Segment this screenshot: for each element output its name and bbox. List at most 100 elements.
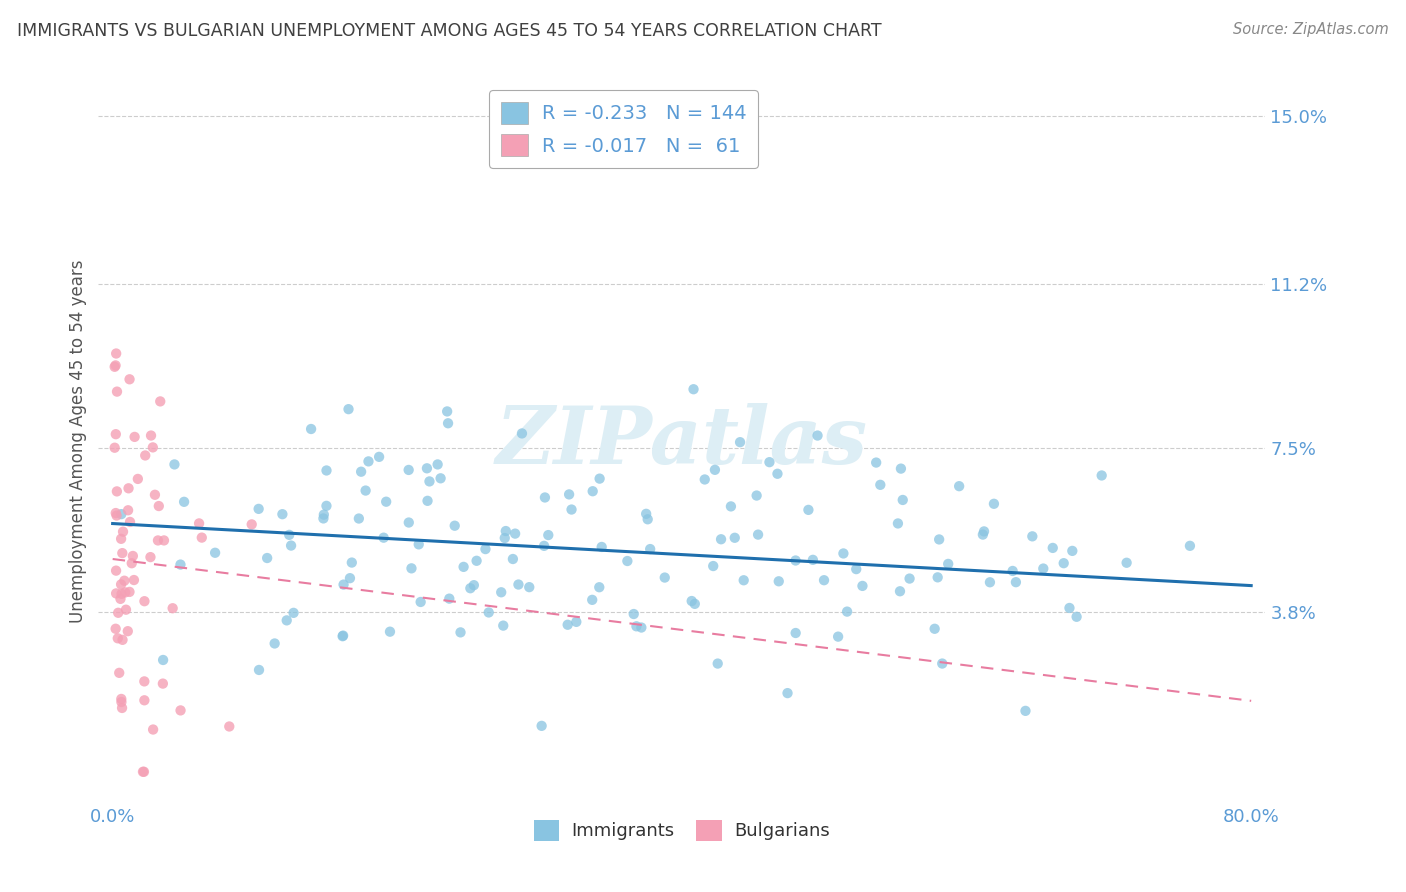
Point bbox=[280, 539, 302, 553]
Point bbox=[368, 450, 391, 464]
Point bbox=[105, 346, 128, 360]
Point bbox=[887, 516, 910, 531]
Point bbox=[347, 511, 370, 525]
Point bbox=[108, 665, 131, 680]
Point bbox=[283, 606, 305, 620]
Point bbox=[110, 577, 132, 591]
Point bbox=[1062, 544, 1084, 558]
Point bbox=[1059, 601, 1081, 615]
Point bbox=[948, 479, 970, 493]
Point bbox=[278, 528, 301, 542]
Point bbox=[143, 488, 166, 502]
Point bbox=[530, 719, 553, 733]
Point bbox=[354, 483, 377, 498]
Point bbox=[429, 471, 451, 485]
Point bbox=[437, 417, 460, 431]
Point bbox=[898, 572, 921, 586]
Point bbox=[111, 546, 134, 560]
Point bbox=[702, 559, 724, 574]
Text: Source: ZipAtlas.com: Source: ZipAtlas.com bbox=[1233, 22, 1389, 37]
Point bbox=[710, 533, 733, 547]
Point bbox=[503, 526, 526, 541]
Point bbox=[107, 606, 129, 620]
Point bbox=[139, 428, 162, 442]
Point bbox=[927, 570, 949, 584]
Point bbox=[114, 585, 136, 599]
Point bbox=[924, 622, 946, 636]
Point bbox=[706, 657, 728, 671]
Point bbox=[312, 508, 335, 522]
Point bbox=[148, 499, 170, 513]
Point bbox=[110, 532, 132, 546]
Point bbox=[337, 402, 360, 417]
Point bbox=[426, 458, 449, 472]
Point bbox=[332, 629, 354, 643]
Point bbox=[340, 556, 363, 570]
Point bbox=[118, 585, 141, 599]
Point bbox=[111, 701, 134, 715]
Point bbox=[105, 586, 128, 600]
Point bbox=[973, 524, 995, 539]
Point bbox=[972, 527, 994, 541]
Point bbox=[375, 494, 398, 508]
Point bbox=[616, 554, 638, 568]
Point bbox=[134, 594, 156, 608]
Point bbox=[436, 404, 458, 418]
Point bbox=[263, 636, 285, 650]
Point bbox=[682, 382, 704, 396]
Point bbox=[118, 515, 141, 529]
Point bbox=[416, 461, 439, 475]
Point bbox=[105, 484, 128, 499]
Point bbox=[247, 501, 270, 516]
Point bbox=[979, 575, 1001, 590]
Point bbox=[1001, 564, 1024, 578]
Point bbox=[111, 632, 134, 647]
Point bbox=[724, 531, 747, 545]
Point bbox=[845, 562, 868, 576]
Point bbox=[1005, 575, 1028, 590]
Point bbox=[134, 449, 156, 463]
Point bbox=[931, 657, 953, 671]
Point bbox=[312, 511, 335, 525]
Point bbox=[630, 621, 652, 635]
Point bbox=[450, 625, 472, 640]
Point bbox=[478, 606, 501, 620]
Point bbox=[565, 615, 588, 629]
Point bbox=[418, 475, 440, 489]
Point bbox=[146, 533, 169, 548]
Point bbox=[797, 503, 820, 517]
Point bbox=[776, 686, 799, 700]
Point bbox=[851, 579, 873, 593]
Point bbox=[1091, 468, 1114, 483]
Point bbox=[489, 585, 512, 599]
Point bbox=[132, 764, 155, 779]
Point bbox=[169, 703, 191, 717]
Point bbox=[1066, 609, 1088, 624]
Point bbox=[492, 618, 515, 632]
Point bbox=[654, 570, 676, 584]
Point bbox=[827, 630, 849, 644]
Point bbox=[581, 592, 603, 607]
Point bbox=[132, 764, 155, 779]
Point bbox=[104, 441, 127, 455]
Point bbox=[134, 693, 156, 707]
Point bbox=[588, 472, 610, 486]
Point bbox=[110, 587, 132, 601]
Point bbox=[637, 512, 659, 526]
Point bbox=[104, 506, 127, 520]
Point bbox=[104, 359, 127, 373]
Point bbox=[105, 564, 128, 578]
Point bbox=[508, 577, 530, 591]
Point bbox=[623, 607, 645, 621]
Point bbox=[152, 653, 174, 667]
Point bbox=[169, 558, 191, 572]
Point bbox=[121, 549, 143, 563]
Point bbox=[557, 617, 579, 632]
Point bbox=[582, 484, 605, 499]
Point bbox=[315, 499, 337, 513]
Point bbox=[107, 632, 129, 646]
Point bbox=[1178, 539, 1201, 553]
Point bbox=[626, 619, 648, 633]
Point bbox=[1115, 556, 1137, 570]
Point bbox=[152, 676, 174, 690]
